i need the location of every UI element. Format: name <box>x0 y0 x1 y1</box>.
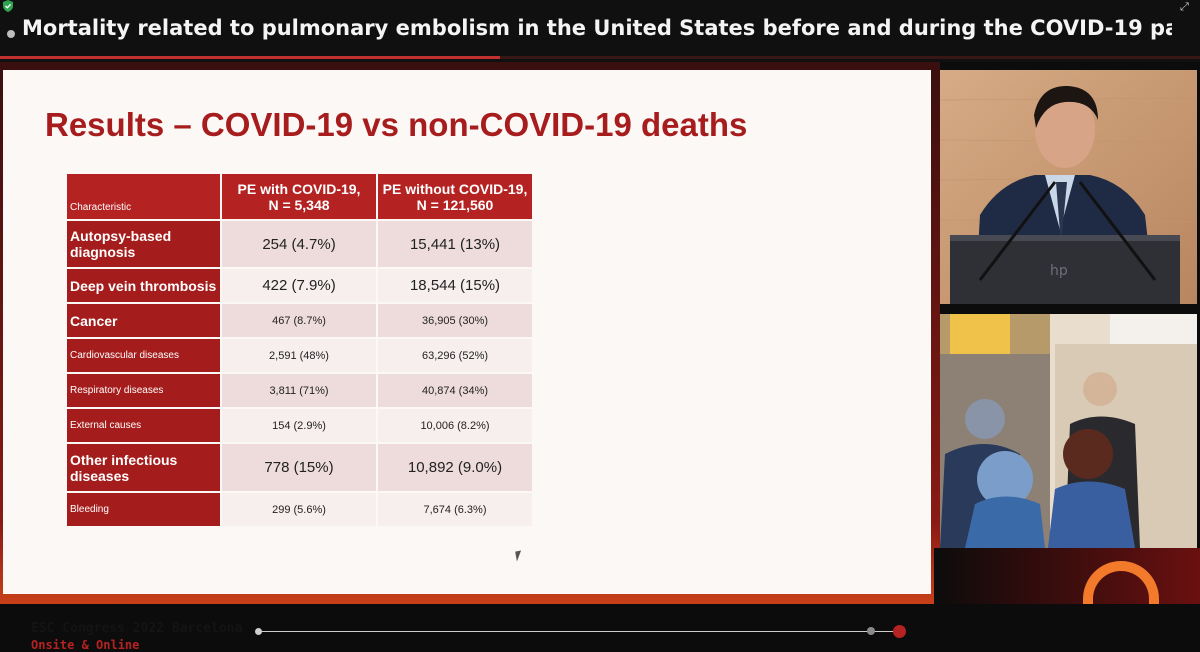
header-pe-with-covid: PE with COVID-19, N = 5,348 <box>222 174 376 219</box>
table-row: Cancer 467 (8.7%) 36,905 (30%) <box>67 304 532 337</box>
timeline-dot-start <box>255 628 262 635</box>
cell-without-covid: 7,674 (6.3%) <box>378 493 532 526</box>
presentation-slide: Results – COVID-19 vs non-COVID-19 death… <box>3 70 931 652</box>
timeline-dot-current <box>893 625 906 638</box>
cell-without-covid: 15,441 (13%) <box>378 221 532 267</box>
shield-check-icon <box>3 0 13 12</box>
cell-without-covid: 36,905 (30%) <box>378 304 532 337</box>
timeline-dot <box>867 627 875 635</box>
header-characteristic: Characteristic <box>67 174 220 219</box>
table-row: Deep vein thrombosis 422 (7.9%) 18,544 (… <box>67 269 532 302</box>
table-row: Other infectious diseases 778 (15%) 10,8… <box>67 444 532 491</box>
cell-with-covid: 299 (5.6%) <box>222 493 376 526</box>
row-label: Deep vein thrombosis <box>67 269 220 302</box>
expand-icon[interactable]: ⤢ <box>1180 0 1189 13</box>
cell-without-covid: 63,296 (52%) <box>378 339 532 372</box>
cell-with-covid: 422 (7.9%) <box>222 269 376 302</box>
video-progress-fill <box>0 56 500 59</box>
audience-video-frame <box>940 314 1197 548</box>
slide-timeline-line <box>260 631 900 632</box>
congress-mode: Onsite & Online <box>31 638 140 652</box>
mouse-cursor-icon <box>515 550 523 562</box>
branding-strip <box>934 548 1200 604</box>
audience-camera <box>940 314 1197 548</box>
cell-with-covid: 154 (2.9%) <box>222 409 376 442</box>
congress-name: ESC Congress 2022 Barcelona <box>31 621 243 636</box>
row-label: Respiratory diseases <box>67 374 220 407</box>
status-dot <box>7 30 15 38</box>
speaker-video-frame: hp <box>940 70 1197 304</box>
row-label: External causes <box>67 409 220 442</box>
row-label: Bleeding <box>67 493 220 526</box>
row-label: Other infectious diseases <box>67 444 220 491</box>
video-progress-track[interactable] <box>0 56 1200 59</box>
table-row: Autopsy-based diagnosis 254 (4.7%) 15,44… <box>67 221 532 267</box>
row-label: Cardiovascular diseases <box>67 339 220 372</box>
table-row: External causes 154 (2.9%) 10,006 (8.2%) <box>67 409 532 442</box>
table-row: Bleeding 299 (5.6%) 7,674 (6.3%) <box>67 493 532 526</box>
cell-without-covid: 40,874 (34%) <box>378 374 532 407</box>
row-label: Autopsy-based diagnosis <box>67 221 220 267</box>
cell-with-covid: 778 (15%) <box>222 444 376 491</box>
header-pe-without-covid: PE without COVID-19, N = 121,560 <box>378 174 532 219</box>
video-title: Mortality related to pulmonary embolism … <box>22 16 1172 40</box>
table-row: Cardiovascular diseases 2,591 (48%) 63,2… <box>67 339 532 372</box>
cell-without-covid: 18,544 (15%) <box>378 269 532 302</box>
row-label: Cancer <box>67 304 220 337</box>
speaker-camera: hp <box>940 70 1197 304</box>
window-title-bar: Mortality related to pulmonary embolism … <box>0 0 1200 62</box>
cell-without-covid: 10,006 (8.2%) <box>378 409 532 442</box>
cell-with-covid: 3,811 (71%) <box>222 374 376 407</box>
cell-without-covid: 10,892 (9.0%) <box>378 444 532 491</box>
esc-logo-icon <box>1083 561 1159 604</box>
results-table: Characteristic PE with COVID-19, N = 5,3… <box>65 172 534 528</box>
cell-with-covid: 2,591 (48%) <box>222 339 376 372</box>
table-row: Respiratory diseases 3,811 (71%) 40,874 … <box>67 374 532 407</box>
svg-text:hp: hp <box>1050 263 1068 279</box>
cell-with-covid: 254 (4.7%) <box>222 221 376 267</box>
slide-title: Results – COVID-19 vs non-COVID-19 death… <box>45 106 748 143</box>
cell-with-covid: 467 (8.7%) <box>222 304 376 337</box>
